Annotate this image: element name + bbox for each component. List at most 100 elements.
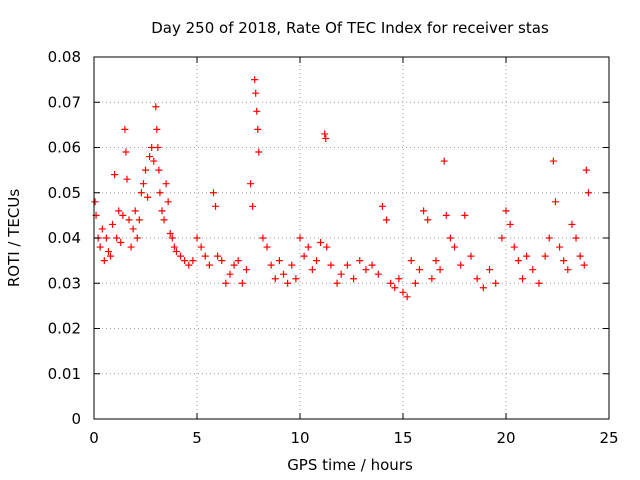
data-point [122, 148, 130, 156]
y-tick-label: 0.03 [48, 274, 81, 292]
data-point [201, 252, 209, 260]
data-point [155, 166, 163, 174]
data-point [125, 216, 133, 224]
data-point [156, 189, 164, 197]
data-point [399, 288, 407, 296]
data-point [323, 243, 331, 251]
data-point [127, 243, 135, 251]
data-point [333, 279, 341, 287]
data-point [129, 225, 137, 233]
data-point [304, 243, 312, 251]
data-point [137, 189, 145, 197]
data-point [387, 279, 395, 287]
data-point [123, 175, 131, 183]
data-point [541, 252, 549, 260]
data-point [212, 202, 220, 210]
x-axis-label: GPS time / hours [287, 456, 413, 474]
data-point [142, 166, 149, 174]
data-point [440, 157, 448, 165]
data-point [411, 279, 419, 287]
y-tick-label: 0.02 [48, 320, 81, 338]
data-point [473, 275, 481, 283]
data-point [253, 107, 261, 115]
data-point [271, 275, 279, 283]
data-point [249, 202, 257, 210]
data-point [551, 198, 559, 206]
data-point [407, 257, 415, 265]
data-point [362, 266, 370, 274]
data-point [160, 216, 168, 224]
data-point [189, 257, 197, 265]
data-point [100, 257, 108, 265]
data-point [170, 243, 178, 251]
data-point [368, 261, 376, 269]
data-point [150, 157, 158, 165]
data-point [506, 220, 514, 228]
data-point [467, 252, 475, 260]
data-point [545, 234, 553, 242]
data-point [115, 207, 123, 215]
y-tick-label: 0.06 [48, 139, 81, 157]
data-point [288, 261, 296, 269]
data-point [568, 220, 576, 228]
x-tick-labels: 0 5 10 15 20 25 [89, 429, 618, 447]
data-point [395, 275, 403, 283]
x-tick-label: 5 [192, 429, 202, 447]
data-point [446, 234, 454, 242]
data-point [564, 266, 572, 274]
data-point [168, 234, 176, 242]
data-point [300, 252, 308, 260]
data-point [113, 234, 121, 242]
data-point [230, 261, 238, 269]
data-point [205, 261, 213, 269]
data-point [172, 248, 180, 256]
data-point [556, 243, 564, 251]
data-point [226, 270, 234, 278]
data-point [292, 275, 300, 283]
data-point [492, 279, 500, 287]
data-point [109, 220, 117, 228]
data-point [461, 211, 469, 219]
data-point [263, 243, 271, 251]
data-point [378, 202, 386, 210]
data-point [510, 243, 518, 251]
x-tick-label: 20 [496, 429, 515, 447]
data-point [152, 103, 160, 111]
data-point [308, 266, 316, 274]
y-tick-label: 0.08 [48, 48, 81, 66]
data-point [193, 234, 201, 242]
data-point [133, 234, 141, 242]
data-point [442, 211, 450, 219]
y-tick-label: 0 [71, 410, 81, 428]
data-point [280, 270, 288, 278]
data-point [356, 257, 364, 265]
data-point [197, 243, 205, 251]
data-point [391, 284, 399, 292]
data-point [327, 261, 335, 269]
data-point [164, 198, 172, 206]
data-point [451, 243, 458, 251]
data-point [582, 166, 590, 174]
data-point [498, 234, 506, 242]
y-tick-label: 0.04 [48, 229, 81, 247]
data-point [479, 284, 487, 292]
data-point [242, 266, 250, 274]
y-tick-labels: 0 0.01 0.02 0.03 0.04 0.05 0.06 0.07 0.08 [48, 48, 81, 428]
data-point [343, 261, 351, 269]
data-point [98, 225, 106, 233]
x-tick-label: 0 [89, 429, 99, 447]
data-point [148, 144, 156, 151]
data-point [502, 207, 510, 215]
data-point [131, 207, 139, 215]
y-axis-label: ROTI / TECUs [5, 189, 23, 287]
x-tick-label: 10 [290, 429, 309, 447]
data-point [154, 144, 162, 151]
data-point [158, 207, 166, 215]
data-point [144, 193, 152, 201]
data-point [535, 279, 543, 287]
data-point [572, 234, 580, 242]
data-point [234, 257, 242, 265]
data-point [312, 257, 320, 265]
data-point [486, 266, 494, 274]
data-point [214, 252, 222, 260]
